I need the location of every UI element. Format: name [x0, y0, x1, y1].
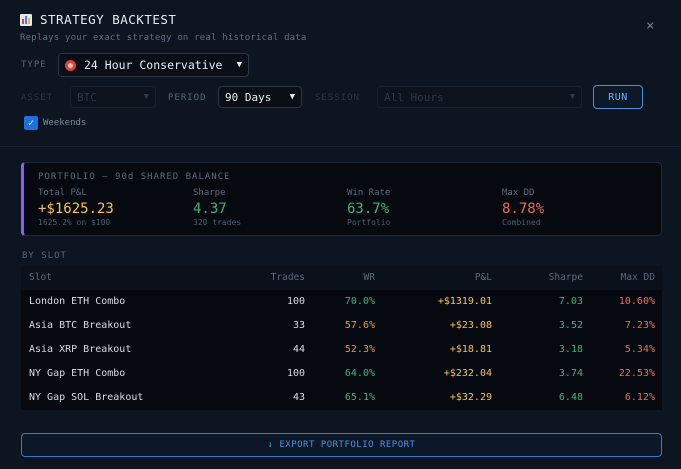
panel-title: STRATEGY BACKTEST	[40, 12, 177, 27]
period-select-value: 90 Days	[225, 90, 272, 104]
stat-value: 4.37	[193, 201, 227, 217]
stat-label: Total P&L	[38, 188, 87, 198]
stat-sub: 320 trades	[193, 218, 242, 227]
cell-max-dd: 10.60%	[618, 296, 655, 307]
cell-max-dd: 5.34%	[624, 344, 655, 355]
type-label: TYPE	[21, 60, 47, 70]
table-row: NY Gap SOL Breakout 43 65.1% +$32.29 6.48 6.1…	[21, 386, 662, 410]
cell-sharpe: 3.18	[558, 344, 583, 355]
cell-trades: 43	[292, 392, 305, 403]
cell-pnl: +$18.81	[449, 344, 492, 355]
col-sharpe: Sharpe	[548, 272, 583, 283]
cell-sharpe: 3.52	[558, 320, 583, 331]
cell-slot: NY Gap ETH Combo	[29, 368, 126, 379]
stat-win-rate: Win Rate 63.7% Portfolio	[347, 188, 390, 227]
cell-pnl: +$232.04	[443, 368, 492, 379]
portfolio-title: PORTFOLIO — 90d SHARED BALANCE	[38, 172, 231, 182]
cell-sharpe: 6.48	[558, 392, 583, 403]
stat-value: 63.7%	[347, 201, 390, 217]
target-icon	[65, 59, 76, 71]
run-button[interactable]: RUN	[593, 85, 643, 109]
table-header: Slot Trades WR P&L Sharpe Max DD	[21, 266, 662, 290]
chevron-down-icon: ▼	[143, 92, 149, 102]
period-label: PERIOD	[168, 93, 207, 103]
cell-trades: 100	[286, 368, 305, 379]
col-max-dd: Max DD	[620, 272, 655, 283]
cell-max-dd: 6.12%	[624, 392, 655, 403]
asset-select-value: BTC	[77, 90, 97, 104]
cell-pnl: +$1319.01	[437, 296, 492, 307]
table-row: NY Gap ETH Combo 100 64.0% +$232.04 3.74 22.5…	[21, 362, 662, 386]
bar-chart-icon	[20, 13, 32, 26]
type-select[interactable]: 24 Hour Conservative ▼	[58, 53, 249, 77]
period-select[interactable]: 90 Days ▼	[218, 86, 302, 108]
cell-trades: 33	[292, 320, 305, 331]
col-trades: Trades	[270, 272, 305, 283]
chevron-down-icon: ▼	[289, 92, 295, 102]
by-slot-heading: BY SLOT	[22, 251, 67, 261]
col-wr: WR	[363, 272, 375, 283]
slot-table-body: London ETH Combo 100 70.0% +$1319.01 7.03 10.…	[21, 290, 662, 410]
type-select-value: 24 Hour Conservative	[84, 58, 223, 72]
col-slot: Slot	[29, 272, 52, 283]
cell-sharpe: 3.74	[558, 368, 583, 379]
stat-sub: Combined	[502, 218, 541, 227]
session-select-value: All Hours	[384, 90, 444, 104]
cell-slot: Asia BTC Breakout	[29, 320, 132, 331]
cell-trades: 44	[292, 344, 305, 355]
stat-sub: Portfolio	[347, 218, 391, 227]
cell-slot: London ETH Combo	[29, 296, 126, 307]
cell-wr: 52.3%	[344, 344, 375, 355]
cell-max-dd: 7.23%	[624, 320, 655, 331]
cell-wr: 70.0%	[344, 296, 375, 307]
cell-sharpe: 7.03	[558, 296, 583, 307]
stat-value: 8.78%	[502, 201, 545, 217]
cell-max-dd: 22.53%	[618, 368, 655, 379]
cell-slot: NY Gap SOL Breakout	[29, 392, 144, 403]
col-pnl: P&L	[474, 272, 492, 283]
header: STRATEGY BACKTEST Replays your exact str…	[20, 12, 307, 43]
weekends-checkbox[interactable]: ✓	[24, 116, 38, 130]
asset-label: ASSET	[21, 93, 54, 103]
table-row: Asia BTC Breakout 33 57.6% +$23.08 3.52 7.23%	[21, 314, 662, 338]
stat-sharpe: Sharpe 4.37 320 trades	[193, 188, 241, 227]
asset-select[interactable]: BTC ▼	[70, 86, 156, 108]
stat-value: +$1625.23	[38, 201, 114, 217]
stat-label: Max DD	[502, 188, 535, 198]
export-report-button[interactable]: ↓ EXPORT PORTFOLIO REPORT	[21, 433, 662, 457]
panel-subtitle: Replays your exact strategy on real hist…	[20, 33, 307, 43]
cell-pnl: +$23.08	[449, 320, 492, 331]
cell-wr: 57.6%	[344, 320, 375, 331]
table-row: Asia XRP Breakout 44 52.3% +$18.81 3.18 5.34%	[21, 338, 662, 362]
chevron-down-icon: ▼	[236, 60, 242, 70]
cell-trades: 100	[286, 296, 305, 307]
portfolio-summary: PORTFOLIO — 90d SHARED BALANCE Total P&L…	[21, 162, 662, 236]
close-icon[interactable]: ×	[646, 18, 655, 34]
divider	[0, 146, 681, 147]
stat-total-pnl: Total P&L +$1625.23 1625.2% on $100	[38, 188, 114, 227]
session-select[interactable]: All Hours ▼	[377, 86, 582, 108]
chevron-down-icon: ▼	[569, 92, 575, 102]
stat-max-dd: Max DD 8.78% Combined	[502, 188, 544, 227]
stat-sub: 1625.2% on $100	[38, 218, 111, 227]
weekends-label: Weekends	[43, 118, 87, 128]
cell-pnl: +$32.29	[449, 392, 492, 403]
cell-wr: 65.1%	[344, 392, 375, 403]
session-label: SESSION	[315, 93, 360, 103]
table-row: London ETH Combo 100 70.0% +$1319.01 7.03 10.…	[21, 290, 662, 314]
cell-slot: Asia XRP Breakout	[29, 344, 132, 355]
stat-label: Win Rate	[347, 188, 391, 198]
cell-wr: 64.0%	[344, 368, 375, 379]
stat-label: Sharpe	[193, 188, 226, 198]
